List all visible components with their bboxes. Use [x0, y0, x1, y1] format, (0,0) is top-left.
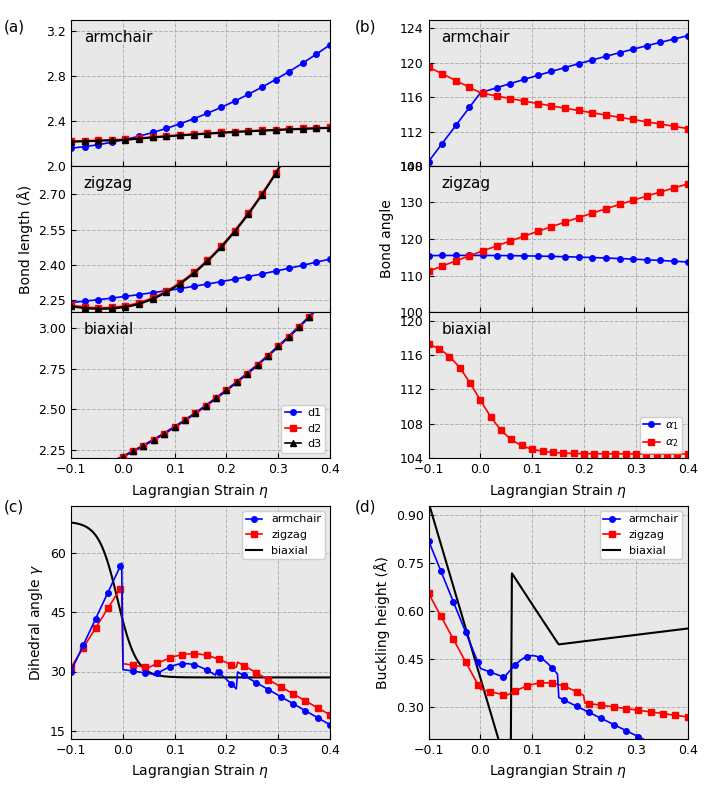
Legend: $\alpha_1$, $\alpha_2$: $\alpha_1$, $\alpha_2$ — [640, 417, 682, 453]
Text: (a): (a) — [4, 20, 25, 35]
X-axis label: Lagrangian Strain $\eta$: Lagrangian Strain $\eta$ — [131, 482, 269, 499]
Text: armchair: armchair — [442, 30, 510, 45]
Text: (b): (b) — [354, 20, 376, 35]
Text: armchair: armchair — [84, 30, 152, 45]
Text: zigzag: zigzag — [442, 176, 491, 191]
Text: biaxial: biaxial — [84, 322, 134, 337]
X-axis label: Lagrangian Strain $\eta$: Lagrangian Strain $\eta$ — [489, 482, 627, 499]
Legend: armchair, zigzag, biaxial: armchair, zigzag, biaxial — [242, 511, 325, 559]
Y-axis label: Bond length (Å): Bond length (Å) — [16, 184, 33, 294]
Text: (c): (c) — [4, 499, 24, 514]
Text: (d): (d) — [354, 499, 376, 514]
Y-axis label: Buckling height (Å): Buckling height (Å) — [374, 555, 390, 689]
Text: zigzag: zigzag — [84, 176, 133, 191]
Text: biaxial: biaxial — [442, 322, 492, 337]
Legend: d1, d2, d3: d1, d2, d3 — [281, 404, 325, 453]
X-axis label: Lagrangian Strain $\eta$: Lagrangian Strain $\eta$ — [131, 762, 269, 780]
Y-axis label: Dihedral angle $\gamma$: Dihedral angle $\gamma$ — [27, 564, 45, 680]
X-axis label: Lagrangian Strain $\eta$: Lagrangian Strain $\eta$ — [489, 762, 627, 780]
Legend: armchair, zigzag, biaxial: armchair, zigzag, biaxial — [600, 511, 682, 559]
Y-axis label: Bond angle: Bond angle — [380, 200, 394, 278]
